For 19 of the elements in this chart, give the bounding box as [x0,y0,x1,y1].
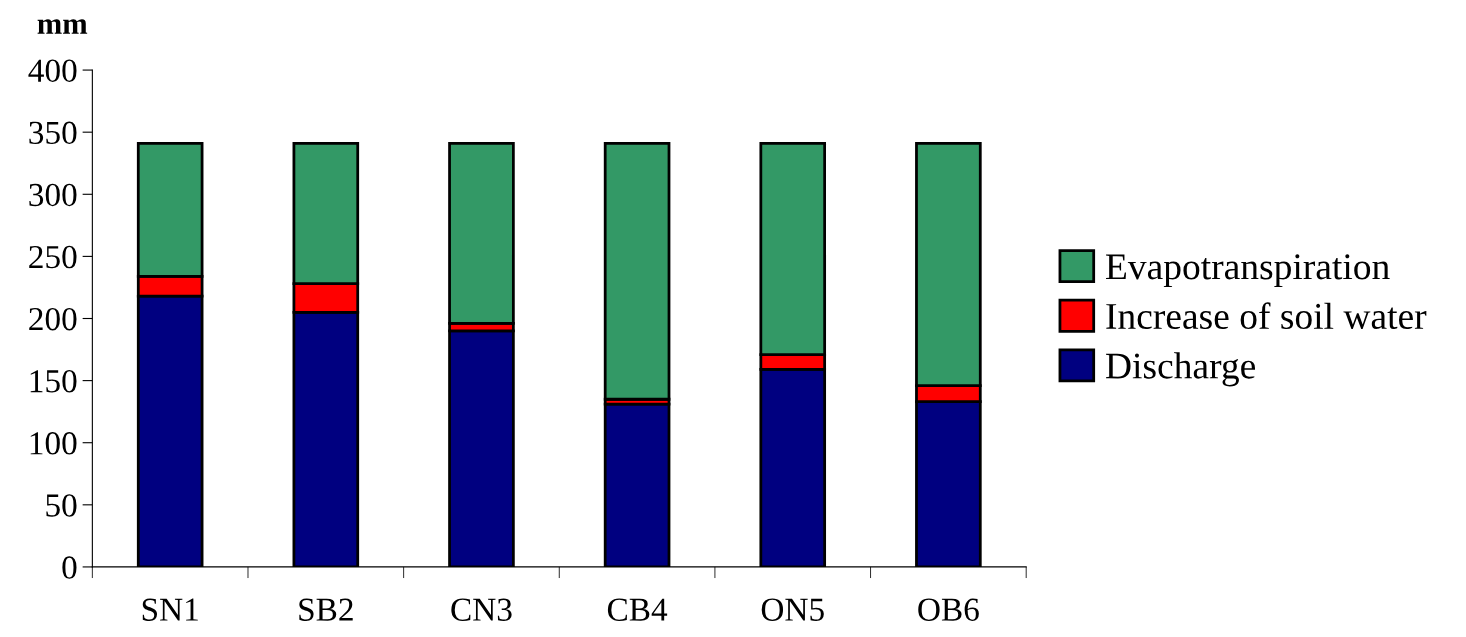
y-tick-label: 200 [29,307,77,331]
x-tick-label: ON5 [761,598,824,621]
x-tick-label: CN3 [451,598,512,621]
y-tick-label: 150 [30,370,77,393]
legend-label: Increase of soil water [1106,302,1427,330]
y-tick-label: 100 [30,432,77,455]
y-tick-label: 50 [46,494,77,517]
x-tick-label: SB2 [299,598,353,621]
x-tick-label: OB6 [918,598,979,621]
y-tick-label: 350 [29,121,77,145]
y-tick-label: 400 [28,59,77,82]
y-tick-label: 0 [62,556,77,579]
legend-label: Discharge [1106,352,1256,387]
x-tick-label: CB4 [607,598,668,621]
y-axis-title: mm [37,19,88,34]
y-tick-label: 250 [29,245,77,269]
legend-label: Evapotranspiration [1106,254,1390,288]
x-tick-label: SN1 [142,598,198,621]
y-tick-label: 300 [29,183,77,207]
